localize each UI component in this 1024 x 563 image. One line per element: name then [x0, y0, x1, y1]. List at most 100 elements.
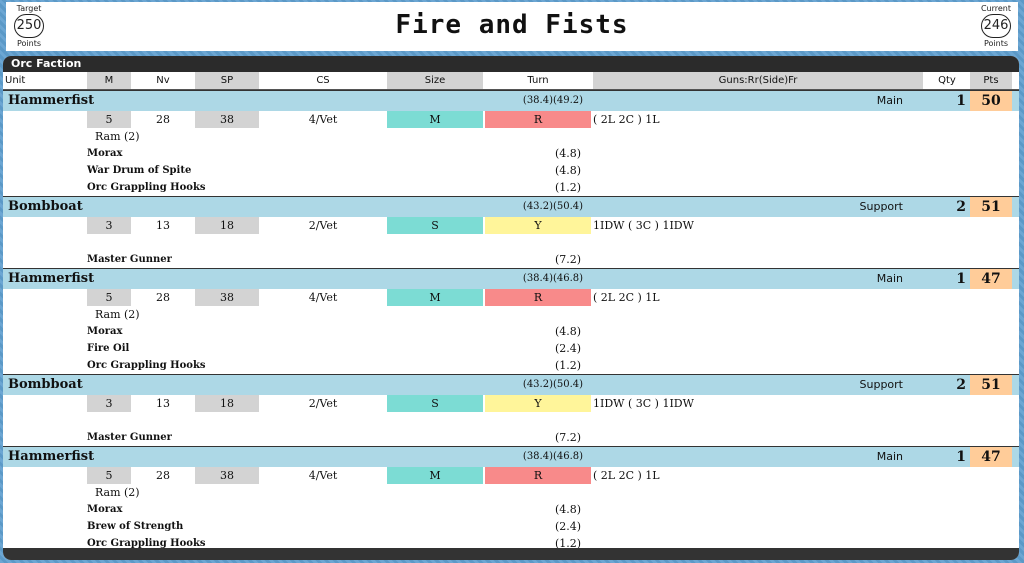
unit-block: Bombboat (43.2)(50.4) Support 2 51 3 13 18 2/Vet… [3, 374, 1019, 446]
ram-row [3, 412, 1019, 429]
unit-qty: 1 [956, 93, 966, 109]
unit-stats-row: 5 28 38 4/Vet M R( 2L 2C ) 1L [3, 467, 1019, 484]
ram-label: Ram (2) [95, 308, 140, 321]
unit-points: 51 [970, 375, 1012, 395]
page-header: Target 250 Points Fire and Fists Current… [6, 2, 1018, 51]
unit-cost: (43.2)(50.4) [522, 379, 584, 390]
unit-role: Support [859, 200, 903, 213]
upgrade-name: Fire Oil [87, 343, 130, 354]
unit-name: Bombboat [8, 377, 83, 392]
stat-size: M [387, 467, 483, 484]
upgrade-row: War Drum of Spite (4.8) [3, 162, 1019, 179]
stat-sp: 38 [195, 467, 259, 484]
target-points-badge: Target 250 Points [9, 4, 49, 48]
stat-m: 5 [87, 467, 131, 484]
upgrade-row: Morax (4.8) [3, 323, 1019, 340]
upgrade-name: Master Gunner [87, 254, 172, 265]
upgrade-row: Orc Grappling Hooks (1.2) [3, 357, 1019, 374]
upgrade-name: Morax [87, 148, 123, 159]
upgrade-name: Orc Grappling Hooks [87, 182, 206, 193]
stat-m: 5 [87, 111, 131, 128]
upgrade-name: Morax [87, 504, 123, 515]
stat-nv: 13 [156, 397, 170, 410]
col-nv: Nv [156, 75, 170, 86]
stat-nv: 28 [156, 291, 170, 304]
unit-cost: (38.4)(46.8) [522, 273, 584, 284]
ram-row: Ram (2) [3, 484, 1019, 501]
stat-guns: ( 2L 2C ) 1L [593, 469, 660, 482]
upgrade-name: War Drum of Spite [87, 165, 192, 176]
upgrade-cost: (2.4) [554, 342, 582, 355]
stat-m: 5 [87, 289, 131, 306]
unit-qty: 1 [956, 449, 966, 465]
stat-guns: 1IDW ( 3C ) 1IDW [593, 219, 694, 232]
stat-sp: 38 [195, 111, 259, 128]
upgrade-row: Brew of Strength (2.4) [3, 518, 1019, 535]
stat-cs: 2/Vet [308, 219, 338, 232]
unit-block: Hammerfist (38.4)(46.8) Main 1 47 5 28 38 4/Vet M… [3, 446, 1019, 552]
unit-stats-row: 5 28 38 4/Vet M R( 2L 2C ) 1L [3, 289, 1019, 306]
col-unit: Unit [5, 75, 26, 86]
stat-size: S [387, 217, 483, 234]
upgrade-cost: (4.8) [554, 147, 582, 160]
unit-cost: (38.4)(49.2) [522, 95, 584, 106]
stat-nv: 13 [156, 219, 170, 232]
unit-role: Support [859, 378, 903, 391]
unit-cost: (43.2)(50.4) [522, 201, 584, 212]
col-pts: Pts [970, 72, 1012, 89]
upgrade-cost: (4.8) [554, 164, 582, 177]
upgrade-cost: (1.2) [554, 181, 582, 194]
unit-header-row[interactable]: Hammerfist (38.4)(49.2) Main 1 50 [3, 91, 1019, 111]
upgrade-cost: (7.2) [554, 253, 582, 266]
stat-sp: 18 [195, 395, 259, 412]
unit-header-row[interactable]: Bombboat (43.2)(50.4) Support 2 51 [3, 375, 1019, 395]
current-points-badge: Current 246 Points [976, 4, 1016, 48]
unit-role: Main [876, 272, 903, 285]
stat-size: S [387, 395, 483, 412]
unit-block: Bombboat (43.2)(50.4) Support 2 51 3 13 18 2/Vet… [3, 196, 1019, 268]
upgrade-cost: (7.2) [554, 431, 582, 444]
ram-row: Ram (2) [3, 128, 1019, 145]
stat-cs: 4/Vet [308, 469, 338, 482]
upgrade-row: Master Gunner (7.2) [3, 251, 1019, 268]
ram-row [3, 234, 1019, 251]
panel-footer [3, 548, 1019, 560]
target-unit: Points [16, 39, 42, 48]
stat-cs: 2/Vet [308, 397, 338, 410]
upgrade-cost: (4.8) [554, 503, 582, 516]
upgrade-row: Fire Oil (2.4) [3, 340, 1019, 357]
upgrade-name: Orc Grappling Hooks [87, 538, 206, 549]
col-sp: SP [195, 72, 259, 89]
col-qty: Qty [938, 75, 956, 86]
unit-stats-row: 3 13 18 2/Vet S Y 1IDW ( 3C ) 1IDW [3, 217, 1019, 234]
faction-title: Orc Faction [3, 56, 1019, 72]
upgrade-row: Orc Grappling Hooks (1.2) [3, 535, 1019, 552]
ram-label: Ram (2) [95, 486, 140, 499]
stat-m: 3 [87, 217, 131, 234]
unit-role: Main [876, 94, 903, 107]
stat-size: M [387, 111, 483, 128]
ram-row: Ram (2) [3, 306, 1019, 323]
stat-guns: ( 2L 2C ) 1L [593, 291, 660, 304]
stat-sp: 38 [195, 289, 259, 306]
unit-header-row[interactable]: Bombboat (43.2)(50.4) Support 2 51 [3, 197, 1019, 217]
stat-turn: Y [485, 217, 591, 234]
unit-header-row[interactable]: Hammerfist (38.4)(46.8) Main 1 47 [3, 447, 1019, 467]
stat-size: M [387, 289, 483, 306]
unit-list: Hammerfist (38.4)(49.2) Main 1 50 5 28 38 4/Vet M… [3, 90, 1019, 552]
unit-header-row[interactable]: Hammerfist (38.4)(46.8) Main 1 47 [3, 269, 1019, 289]
unit-name: Hammerfist [8, 449, 95, 464]
unit-name: Hammerfist [8, 93, 95, 108]
upgrade-cost: (1.2) [554, 359, 582, 372]
unit-stats-row: 3 13 18 2/Vet S Y 1IDW ( 3C ) 1IDW [3, 395, 1019, 412]
unit-block: Hammerfist (38.4)(49.2) Main 1 50 5 28 38 4/Vet M… [3, 90, 1019, 196]
unit-name: Hammerfist [8, 271, 95, 286]
roster-panel: Orc Faction Unit M Nv SP CS Size Turn Gu… [3, 56, 1019, 560]
stat-guns: 1IDW ( 3C ) 1IDW [593, 397, 694, 410]
current-value: 246 [981, 14, 1011, 38]
stat-nv: 28 [156, 469, 170, 482]
ram-label: Ram (2) [95, 130, 140, 143]
stat-cs: 4/Vet [308, 291, 338, 304]
col-guns: Guns:Rr(Side)Fr [593, 72, 923, 89]
stat-guns: ( 2L 2C ) 1L [593, 113, 660, 126]
